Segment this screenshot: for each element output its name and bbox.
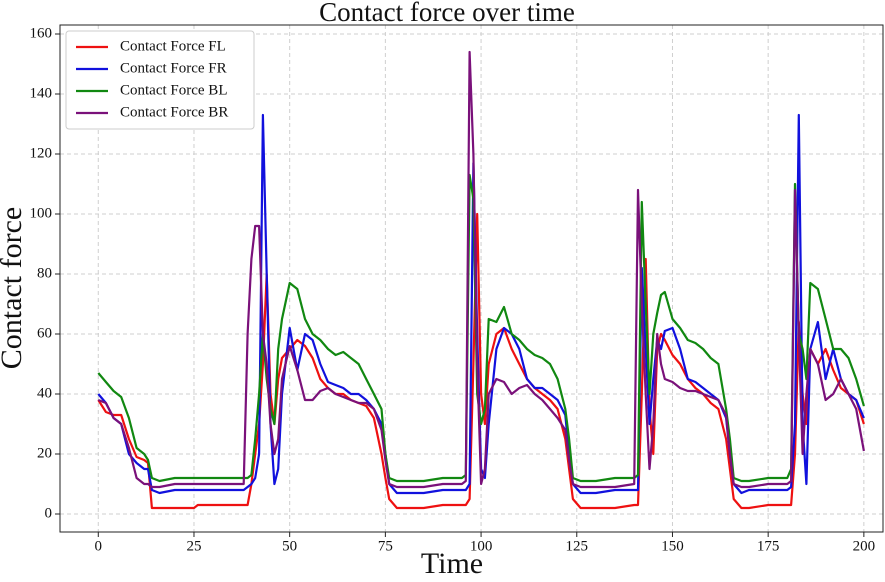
x-tick-label: 75: [378, 538, 393, 554]
legend-label: Contact Force BL: [120, 82, 227, 98]
x-axis-label: Time: [421, 547, 483, 580]
x-tick-label: 50: [282, 538, 297, 554]
legend-label: Contact Force FR: [120, 60, 227, 76]
y-tick-label: 100: [30, 205, 53, 221]
y-tick-label: 20: [37, 445, 52, 461]
y-tick-label: 80: [37, 265, 52, 281]
x-tick-label: 125: [566, 538, 589, 554]
legend-label: Contact Force FL: [120, 38, 226, 54]
plot-frame: [59, 24, 884, 533]
x-tick-label: 200: [853, 538, 876, 554]
legend-box: [65, 30, 255, 130]
y-tick-label: 160: [30, 25, 53, 41]
y-tick-label: 60: [37, 325, 52, 341]
y-tick-label: 120: [30, 145, 53, 161]
legend: Contact Force FL Contact Force FR Contact …: [65, 30, 255, 130]
series-line: [97, 212, 865, 510]
y-axis-label: Contact force: [0, 207, 28, 369]
series-line: [97, 50, 865, 489]
y-tick-label: 0: [45, 505, 53, 521]
y-tick-label: 140: [30, 85, 53, 101]
x-tick-label: 25: [186, 538, 201, 554]
x-tick-label: 175: [757, 538, 780, 554]
x-tick-label: 100: [470, 538, 493, 554]
y-tick-label: 40: [37, 385, 52, 401]
legend-label: Contact Force BR: [120, 104, 228, 120]
chart-title: Contact force over time: [319, 0, 575, 27]
x-tick-label: 0: [95, 538, 103, 554]
series-line: [97, 113, 865, 495]
x-tick-label: 150: [661, 538, 684, 554]
